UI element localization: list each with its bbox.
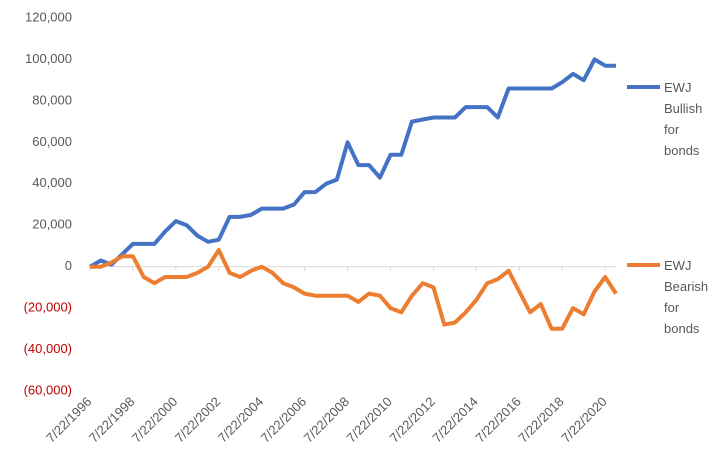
x-tick-label: 7/22/2020: [558, 394, 610, 446]
x-tick-label: 7/22/2008: [301, 394, 353, 446]
legend-label: EWJ Bearish for bonds: [664, 258, 709, 336]
y-tick-label: 80,000: [32, 92, 72, 107]
x-tick-label: 7/22/2006: [258, 394, 310, 446]
series-line: [89, 57, 616, 269]
x-tick-label: 7/22/2010: [344, 394, 396, 446]
y-tick-label: 40,000: [32, 175, 72, 190]
y-tick-label: (20,000): [24, 300, 72, 315]
y-tick-label: 100,000: [25, 51, 72, 66]
x-tick-label: 7/22/2016: [472, 394, 524, 446]
x-tick-label: 7/22/1996: [43, 394, 95, 446]
x-tick-label: 7/22/2018: [515, 394, 567, 446]
x-tick-label: 7/22/2002: [172, 394, 224, 446]
x-tick-label: 7/22/2012: [387, 394, 439, 446]
y-tick-label: 60,000: [32, 134, 72, 149]
x-tick-label: 7/22/2004: [215, 394, 267, 446]
y-tick-label: (60,000): [24, 382, 72, 397]
x-tick-label: 7/22/2000: [129, 394, 181, 446]
x-tick-label: 7/22/1998: [86, 394, 138, 446]
y-tick-label: 0: [65, 258, 72, 273]
y-tick-label: 120,000: [25, 9, 72, 24]
y-tick-label: 20,000: [32, 217, 72, 232]
legend-label: EWJ Bullish for bonds: [664, 80, 703, 158]
series-line: [90, 248, 618, 331]
y-tick-label: (40,000): [24, 341, 72, 356]
x-tick-label: 7/22/2014: [429, 394, 481, 446]
